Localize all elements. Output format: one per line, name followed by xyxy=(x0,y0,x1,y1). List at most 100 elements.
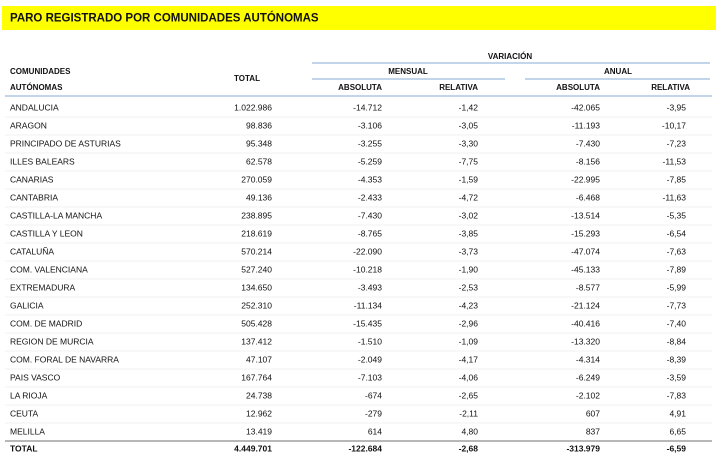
cell: -5.259 xyxy=(358,156,382,166)
cell: 134.650 xyxy=(241,282,272,292)
title-bar xyxy=(2,6,716,30)
cell: -2,96 xyxy=(459,318,479,328)
cell: -4,72 xyxy=(459,192,479,202)
row-label: EXTREMADURA xyxy=(10,282,76,292)
cell: -13.514 xyxy=(571,210,600,220)
cell: 505.428 xyxy=(241,318,272,328)
cell: -7,23 xyxy=(667,138,687,148)
cell: 270.059 xyxy=(241,174,272,184)
cell: -1,42 xyxy=(459,102,479,112)
cell: -313.979 xyxy=(566,443,600,453)
row-label: COM. FORAL DE NAVARRA xyxy=(10,354,119,364)
row-label: PRINCIPADO DE ASTURIAS xyxy=(10,138,121,148)
cell: -22.995 xyxy=(571,174,600,184)
cell: -15.435 xyxy=(353,318,382,328)
cell: -3.106 xyxy=(358,120,382,130)
row-label: CATALUÑA xyxy=(10,246,54,256)
header: RELATIVA xyxy=(439,83,478,92)
header: VARIACIÓN xyxy=(488,52,533,61)
cell: -10,17 xyxy=(662,120,686,130)
row-label: ARAGON xyxy=(10,120,47,130)
cell: -5,99 xyxy=(667,282,687,292)
cell: -3,30 xyxy=(459,138,479,148)
cell: -8.156 xyxy=(576,156,600,166)
cell: 49.136 xyxy=(246,192,272,202)
header: AUTÓNOMAS xyxy=(10,83,63,92)
cell: -22.090 xyxy=(353,246,382,256)
cell: -3,73 xyxy=(459,246,479,256)
header: ABSOLUTA xyxy=(338,83,382,92)
cell: -3,95 xyxy=(667,102,687,112)
header: MENSUAL xyxy=(388,67,428,76)
row-label: CANTABRIA xyxy=(10,192,58,202)
cell: -21.124 xyxy=(571,300,600,310)
cell: -3,05 xyxy=(459,120,479,130)
cell: 6,65 xyxy=(669,426,686,436)
cell: -4,17 xyxy=(459,354,479,364)
cell: -8,84 xyxy=(667,336,687,346)
cell: -11,53 xyxy=(663,156,687,166)
cell: -1.510 xyxy=(358,336,382,346)
cell: 4,91 xyxy=(669,408,686,418)
cell: -7,63 xyxy=(667,246,687,256)
title: PARO REGISTRADO POR COMUNIDADES AUTÓNOMA… xyxy=(10,12,319,25)
cell: -674 xyxy=(365,390,382,400)
cell: -2,68 xyxy=(459,443,479,453)
row-label: CASTILLA Y LEON xyxy=(10,228,83,238)
cell: -7.430 xyxy=(358,210,382,220)
header: RELATIVA xyxy=(651,83,690,92)
cell: -14.712 xyxy=(353,102,382,112)
cell: -3.493 xyxy=(358,282,382,292)
cell: 218.619 xyxy=(241,228,272,238)
cell: -11.134 xyxy=(354,300,382,310)
cell: -3.255 xyxy=(358,138,382,148)
cell: -40.416 xyxy=(571,318,600,328)
row-label: ANDALUCIA xyxy=(10,102,59,112)
cell: -4,06 xyxy=(459,372,479,382)
cell: 252.310 xyxy=(241,300,272,310)
cell: -47.074 xyxy=(571,246,600,256)
cell: 62.578 xyxy=(246,156,272,166)
cell: -8.577 xyxy=(576,282,600,292)
row-label: CANARIAS xyxy=(10,174,54,184)
cell: -6.468 xyxy=(576,192,600,202)
cell: -7,85 xyxy=(667,174,687,184)
cell: -1,59 xyxy=(459,174,479,184)
cell: -7,40 xyxy=(667,318,687,328)
cell: -6,54 xyxy=(667,228,687,238)
cell: 98.836 xyxy=(246,120,272,130)
row-label: LA RIOJA xyxy=(10,390,48,400)
cell: -42.065 xyxy=(571,102,600,112)
cell: -279 xyxy=(365,408,382,418)
cell: -45.133 xyxy=(571,264,600,274)
cell: -7,89 xyxy=(667,264,687,274)
cell: 1.022.986 xyxy=(234,102,272,112)
header: ABSOLUTA xyxy=(556,83,600,92)
cell: 570.214 xyxy=(241,246,272,256)
cell: 95.348 xyxy=(246,138,272,148)
cell: -2.049 xyxy=(358,354,382,364)
cell: -2,53 xyxy=(459,282,479,292)
cell: -10.218 xyxy=(353,264,382,274)
cell: 13.419 xyxy=(246,426,272,436)
cell: -7,83 xyxy=(667,390,687,400)
row-label: ILLES BALEARS xyxy=(10,156,75,166)
cell: -3,02 xyxy=(459,210,479,220)
cell: 137.412 xyxy=(241,336,272,346)
cell: -4.314 xyxy=(576,354,600,364)
cell: 47.107 xyxy=(246,354,272,364)
row-label: TOTAL xyxy=(10,443,38,453)
cell: 837 xyxy=(586,426,600,436)
cell: -8.765 xyxy=(358,228,382,238)
cell: -6,59 xyxy=(667,443,687,453)
cell: 24.738 xyxy=(246,390,272,400)
cell: -6.249 xyxy=(576,372,600,382)
row-label: COM. DE MADRID xyxy=(10,318,82,328)
cell: -7.103 xyxy=(358,372,382,382)
cell: -11,63 xyxy=(663,192,687,202)
row-label: CEUTA xyxy=(10,408,39,418)
row-label: PAIS VASCO xyxy=(10,372,61,382)
cell: 4.449.701 xyxy=(234,443,272,453)
cell: -4,23 xyxy=(459,300,479,310)
cell: -5,35 xyxy=(667,210,687,220)
